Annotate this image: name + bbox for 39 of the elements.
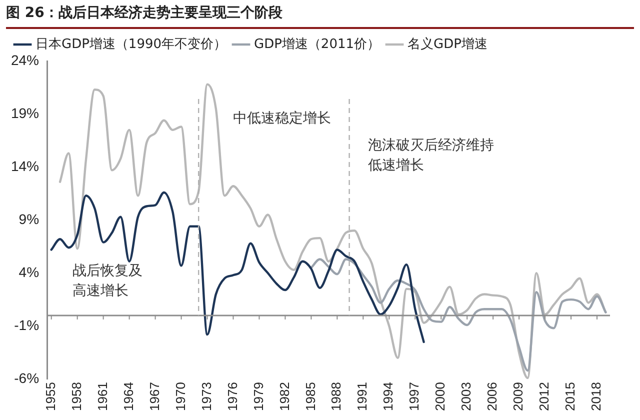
x-tick-label: 1991 (354, 382, 370, 411)
x-tick-label: 2009 (510, 382, 526, 411)
x-tick-label: 1958 (68, 382, 84, 411)
x-tick-label: 1994 (380, 382, 396, 411)
annotation: 中低速稳定增长 (232, 110, 331, 127)
y-tick-label: 19% (10, 104, 40, 121)
line-series (58, 83, 607, 380)
x-tick-label: 2000 (432, 382, 448, 411)
annotation: 泡沫破灭后经济维持低速增长 (368, 138, 494, 174)
x-tick-label: 1964 (120, 382, 136, 411)
y-tick-label: -1% (14, 316, 40, 333)
x-tick-label: 1961 (94, 382, 110, 411)
x-tick-label: 1979 (250, 382, 266, 411)
y-tick-label: -6% (14, 370, 40, 386)
x-tick-label: 1982 (276, 382, 292, 411)
x-tick-label: 2003 (458, 382, 474, 411)
x-tick-label: 2012 (536, 382, 552, 411)
x-tick-label: 2015 (562, 382, 578, 411)
chart-title: 图 26：战后日本经济走势主要呈现三个阶段 (6, 4, 634, 29)
y-tick-label: 24% (10, 52, 40, 68)
x-tick-label: 1988 (328, 382, 344, 411)
line-series (50, 191, 425, 344)
y-tick-label: 9% (18, 210, 40, 227)
x-tick-label: 1973 (198, 382, 214, 411)
x-tick-label: 1967 (146, 382, 162, 411)
x-tick-label: 2006 (484, 382, 500, 411)
line-series (310, 258, 607, 372)
y-tick-label: 4% (18, 264, 40, 280)
legend-label: GDP增速（2011价） (254, 36, 380, 52)
x-tick-label: 1985 (302, 382, 318, 411)
legend-label: 名义GDP增速 (408, 36, 488, 52)
x-tick-label: 1976 (224, 382, 240, 411)
x-tick-label: 2018 (588, 382, 604, 411)
x-tick-label: 1970 (172, 382, 188, 411)
annotation: 战后恢复及高速增长 (72, 263, 142, 300)
y-tick-label: 14% (10, 158, 40, 174)
x-tick-label: 1997 (406, 382, 422, 411)
legend-label: 日本GDP增速（1990年不变价） (36, 36, 227, 52)
x-tick-label: 1955 (42, 382, 58, 411)
